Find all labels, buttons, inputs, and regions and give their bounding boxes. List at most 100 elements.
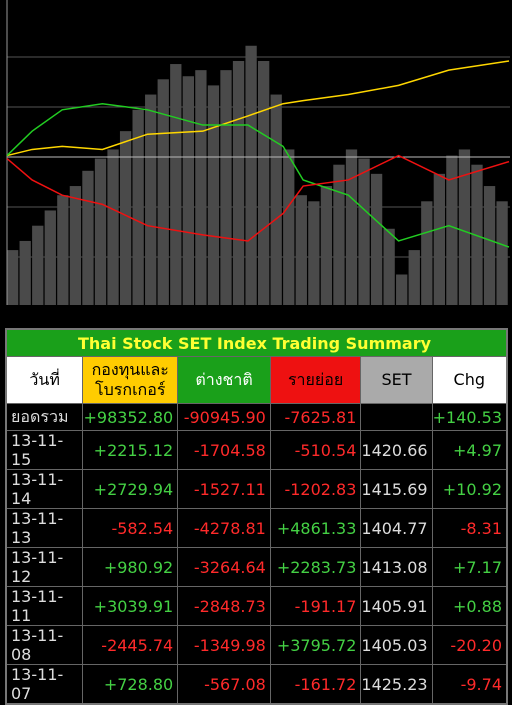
date-cell: 13-11-12 <box>5 547 84 587</box>
value-cell: +98352.80 <box>82 403 179 431</box>
volume-bar <box>308 201 320 305</box>
series-line <box>6 154 510 242</box>
value-cell: -4278.81 <box>177 508 271 548</box>
volume-bar <box>94 158 107 305</box>
volume-bar <box>145 94 157 305</box>
column-header: รายย่อย <box>269 356 362 404</box>
series-line <box>6 60 510 157</box>
date-cell: 13-11-15 <box>5 430 84 470</box>
value-cell: -1202.83 <box>269 469 362 509</box>
volume-bar <box>358 158 370 305</box>
volume-bar <box>295 195 307 305</box>
value-cell: +4.97 <box>431 430 508 470</box>
volume-bar <box>207 85 220 306</box>
header-row: วันที่ กองทุนและ โบรกเกอร์ ต่างชาติ รายย่อย… <box>5 356 508 404</box>
volume-bar <box>245 45 257 305</box>
title-row: Thai Stock SET Index Trading Summary <box>5 328 508 357</box>
value-cell: +10.92 <box>431 469 508 509</box>
volume-bar <box>333 164 345 305</box>
value-cell: -510.54 <box>269 430 362 470</box>
volume-bar <box>82 170 94 305</box>
date-cell: 13-11-11 <box>5 586 84 626</box>
value-cell: +2215.12 <box>82 430 179 470</box>
value-cell: +7.17 <box>431 547 508 587</box>
value-cell: -20.20 <box>431 625 508 665</box>
volume-bar <box>496 201 508 305</box>
value-cell: -3264.64 <box>177 547 271 587</box>
value-cell: -1704.58 <box>177 430 271 470</box>
volume-bar <box>396 274 408 305</box>
volume-bar <box>32 225 44 305</box>
value-cell: -7625.81 <box>269 403 362 431</box>
value-cell: +4861.33 <box>269 508 362 548</box>
volume-bars <box>7 45 508 306</box>
value-cell: -1527.11 <box>177 469 271 509</box>
value-cell: +140.53 <box>431 403 508 431</box>
value-cell: -567.08 <box>177 664 271 705</box>
column-header: Chg <box>431 356 508 404</box>
column-header: วันที่ <box>5 356 84 404</box>
volume-bar <box>458 149 471 305</box>
date-cell: 13-11-13 <box>5 508 84 548</box>
date-cell: 13-11-08 <box>5 625 84 665</box>
value-cell: -9.74 <box>431 664 508 705</box>
data-row: 13-11-07 +728.80 -567.08 -161.72 1425.23 -9.7… <box>5 664 508 705</box>
chart <box>0 0 512 310</box>
date-cell: ยอดรวม <box>5 403 84 431</box>
data-row: ยอดรวม +98352.80 -90945.90 -7625.81 +140.53 <box>5 403 508 431</box>
volume-bar <box>220 70 232 306</box>
volume-bar <box>408 250 420 305</box>
date-cell: 13-11-07 <box>5 664 84 705</box>
value-cell: +2729.94 <box>82 469 179 509</box>
data-row: 13-11-08 -2445.74 -1349.98 +3795.72 1405.03-… <box>5 625 508 665</box>
value-cell: 1420.66 <box>360 430 433 470</box>
volume-bar <box>270 94 282 305</box>
volume-bar <box>157 79 169 305</box>
volume-bar <box>258 61 270 305</box>
volume-bar <box>471 164 483 305</box>
value-cell: +0.88 <box>431 586 508 626</box>
data-row: 13-11-12 +980.92 -3264.64 +2283.73 1413.08 +7… <box>5 547 508 587</box>
data-row: 13-11-13 -582.54 -4278.81 +4861.33 1404.77 -8… <box>5 508 508 548</box>
value-cell: 1425.23 <box>360 664 433 705</box>
summary-table: Thai Stock SET Index Trading Summary วัน… <box>5 328 508 705</box>
value-cell: -2445.74 <box>82 625 179 665</box>
data-row: 13-11-11 +3039.91 -2848.73 -191.17 1405.91 +0… <box>5 586 508 626</box>
value-cell: +980.92 <box>82 547 179 587</box>
data-row: 13-11-14 +2729.94 -1527.11 -1202.83 1415.69 +… <box>5 469 508 509</box>
volume-bar <box>57 195 69 305</box>
volume-bar <box>69 186 82 305</box>
table-title: Thai Stock SET Index Trading Summary <box>5 328 508 357</box>
volume-bar <box>383 228 395 305</box>
value-cell: 1415.69 <box>360 469 433 509</box>
value-cell: +3795.72 <box>269 625 362 665</box>
volume-bar <box>345 149 358 305</box>
value-cell: 1405.03 <box>360 625 433 665</box>
volume-bar <box>446 155 458 305</box>
value-cell: -161.72 <box>269 664 362 705</box>
value-cell: -191.17 <box>269 586 362 626</box>
volume-bar <box>195 70 207 306</box>
value-cell: 1404.77 <box>360 508 433 548</box>
series-line <box>6 102 510 248</box>
value-cell: -2848.73 <box>177 586 271 626</box>
volume-bar <box>421 201 433 305</box>
volume-bar <box>7 250 19 305</box>
value-cell: -582.54 <box>82 508 179 548</box>
volume-bar <box>132 109 144 305</box>
value-cell: +728.80 <box>82 664 179 705</box>
value-cell: -1349.98 <box>177 625 271 665</box>
value-cell: 1413.08 <box>360 547 433 587</box>
data-row: 13-11-15 +2215.12 -1704.58 -510.54 1420.66 +4… <box>5 430 508 470</box>
value-cell: +2283.73 <box>269 547 362 587</box>
volume-bar <box>283 149 295 305</box>
column-header: กองทุนและ โบรกเกอร์ <box>82 356 179 404</box>
volume-bar <box>370 173 383 305</box>
volume-bar <box>182 76 194 305</box>
volume-bar <box>320 186 333 305</box>
column-header: SET <box>360 356 433 404</box>
value-cell: +3039.91 <box>82 586 179 626</box>
volume-bar <box>119 131 132 305</box>
value-cell: -8.31 <box>431 508 508 548</box>
